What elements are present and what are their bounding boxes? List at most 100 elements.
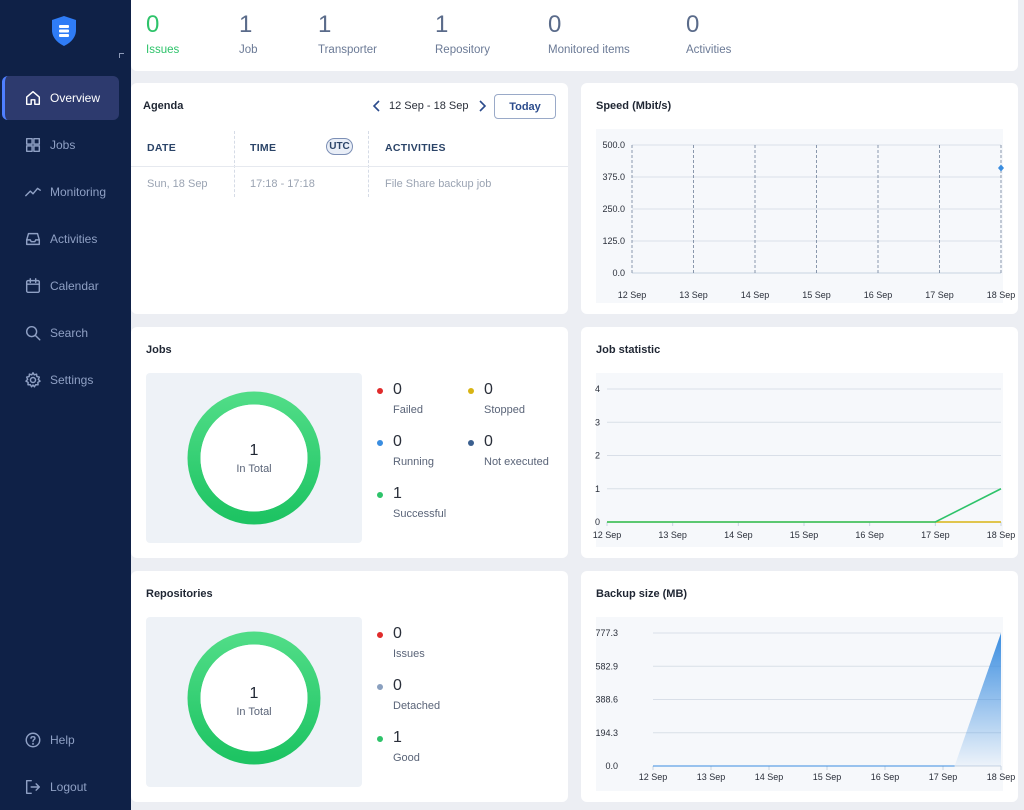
sidebar-item-calendar[interactable]: Calendar xyxy=(2,264,119,308)
job-statistic-chart: 0 1 2 3 4 12 Sep 13 Sep 14 Sep 15 Sep 16 Sep 17 Se… xyxy=(593,373,1015,547)
y-tick-label: 0.0 xyxy=(612,268,625,278)
legend-value: 1 xyxy=(393,729,402,746)
stat-value: 1 xyxy=(239,11,253,38)
status-dot xyxy=(468,440,474,446)
x-tick-label: 14 Sep xyxy=(755,772,784,782)
y-tick-label: 0.0 xyxy=(605,761,618,771)
jobs-donut-panel[interactable]: 1 In Total xyxy=(146,373,362,543)
y-tick-label: 0 xyxy=(595,517,600,527)
repositories-donut-panel[interactable]: 1 In Total xyxy=(146,617,362,787)
today-button[interactable]: Today xyxy=(494,94,556,119)
legend-label: Detached xyxy=(393,700,441,712)
series-line xyxy=(607,488,1002,523)
activity-line-icon xyxy=(23,182,43,202)
agenda-range-nav: 12 Sep - 18 Sep xyxy=(370,99,489,113)
stat-label: Repository xyxy=(435,44,490,56)
stat-label: Job xyxy=(239,44,258,56)
y-tick-label: 388.6 xyxy=(595,695,618,705)
stat-label: Issues xyxy=(146,44,180,56)
legend-label: Failed xyxy=(393,404,423,416)
status-dot xyxy=(377,632,383,638)
plot-area xyxy=(596,129,1003,303)
search-icon xyxy=(23,323,43,343)
stat-value: 1 xyxy=(318,11,332,38)
row-activity: File Share backup job xyxy=(385,178,492,190)
column-header-activities[interactable]: ACTIVITIES xyxy=(385,142,446,154)
x-tick-label: 16 Sep xyxy=(855,530,884,540)
column-header-time[interactable]: TIME xyxy=(250,142,277,154)
column-divider xyxy=(368,131,369,197)
status-dot xyxy=(377,736,383,742)
y-tick-label: 194.3 xyxy=(595,728,618,738)
x-tick-label: 15 Sep xyxy=(813,772,842,782)
speed-chart: 0.0 125.0 250.0 375.0 500.0 12 Sep 13 Sep 14 Se… xyxy=(596,129,1016,303)
logout-icon xyxy=(23,777,43,797)
status-dot xyxy=(377,388,383,394)
x-tick-label: 15 Sep xyxy=(802,290,831,300)
sidebar-collapse-icon[interactable] xyxy=(119,53,124,58)
legend-value: 1 xyxy=(393,485,402,502)
column-header-date[interactable]: DATE xyxy=(147,142,177,154)
column-divider xyxy=(234,131,235,197)
shield-server-icon[interactable] xyxy=(51,15,77,47)
y-tick-label: 3 xyxy=(595,417,600,427)
x-tick-label: 14 Sep xyxy=(724,530,753,540)
utc-toggle[interactable]: UTC xyxy=(326,138,353,155)
donut-center: 1 In Total xyxy=(146,685,362,718)
legend-label: Successful xyxy=(393,508,447,520)
y-tick-label: 500.0 xyxy=(602,140,625,150)
y-tick-label: 777.3 xyxy=(595,628,618,638)
x-tick-label: 16 Sep xyxy=(871,772,900,782)
summary-bar: 0 Issues 1 Job 1 Transporter 1 Repositor… xyxy=(131,0,1018,71)
x-tick-label: 17 Sep xyxy=(921,530,950,540)
sidebar-item-label: Activities xyxy=(50,232,98,246)
sidebar-item-settings[interactable]: Settings xyxy=(2,358,119,402)
sidebar-item-label: Logout xyxy=(50,780,87,794)
sidebar-item-label: Overview xyxy=(50,91,101,105)
donut-ring-successful xyxy=(187,391,321,525)
x-tick-label: 13 Sep xyxy=(679,290,708,300)
sidebar-item-monitoring[interactable]: Monitoring xyxy=(2,170,119,214)
y-tick-label: 125.0 xyxy=(602,236,625,246)
status-dot xyxy=(377,684,383,690)
row-time: 17:18 - 17:18 xyxy=(250,178,315,190)
donut-total: 1 xyxy=(249,685,259,702)
chevron-left-icon[interactable] xyxy=(370,99,384,113)
x-tick-label: 12 Sep xyxy=(593,530,622,540)
legend-label: Not executed xyxy=(484,456,549,468)
donut-ring-good xyxy=(187,631,321,765)
legend-label: Issues xyxy=(393,648,425,660)
backup-size-chart: 0.0 194.3 388.6 582.9 777.3 12 Sep 13 Sep 14 Se… xyxy=(595,617,1015,791)
stat-value: 1 xyxy=(435,11,449,38)
sidebar-item-logout[interactable]: Logout xyxy=(2,765,119,809)
series-area xyxy=(954,633,1001,766)
donut-total: 1 xyxy=(249,442,259,459)
sidebar-item-label: Help xyxy=(50,733,75,747)
x-tick-label: 17 Sep xyxy=(929,772,958,782)
repositories-donut-chart xyxy=(187,631,321,765)
x-tick-label: 12 Sep xyxy=(639,772,668,782)
sidebar-item-label: Search xyxy=(50,326,89,340)
sidebar-item-help[interactable]: Help xyxy=(2,718,119,762)
repositories-card: Repositories 1 In Total 0 Issues 0 Detac… xyxy=(131,571,568,802)
sidebar-item-search[interactable]: Search xyxy=(2,311,119,355)
y-tick-label: 250.0 xyxy=(602,204,625,214)
grid-icon xyxy=(23,135,43,155)
status-dot xyxy=(377,440,383,446)
jobs-card: Jobs 1 In Total 0 Failed 0 Stopped 0 Run… xyxy=(131,327,568,558)
sidebar-item-overview[interactable]: Overview xyxy=(2,76,119,120)
backup-size-title: Backup size (MB) xyxy=(596,588,688,600)
sidebar-item-label: Monitoring xyxy=(50,185,107,199)
stat-value: 0 xyxy=(146,11,160,38)
gear-icon xyxy=(23,370,43,390)
sidebar-item-jobs[interactable]: Jobs xyxy=(2,123,119,167)
job-statistic-title: Job statistic xyxy=(596,344,661,356)
chevron-right-icon[interactable] xyxy=(475,99,489,113)
sidebar-item-activities[interactable]: Activities xyxy=(2,217,119,261)
legend-value: 0 xyxy=(393,433,402,450)
status-dot xyxy=(468,388,474,394)
status-dot xyxy=(377,492,383,498)
home-icon xyxy=(23,88,43,108)
x-tick-label: 18 Sep xyxy=(987,290,1016,300)
data-point xyxy=(998,164,1004,172)
